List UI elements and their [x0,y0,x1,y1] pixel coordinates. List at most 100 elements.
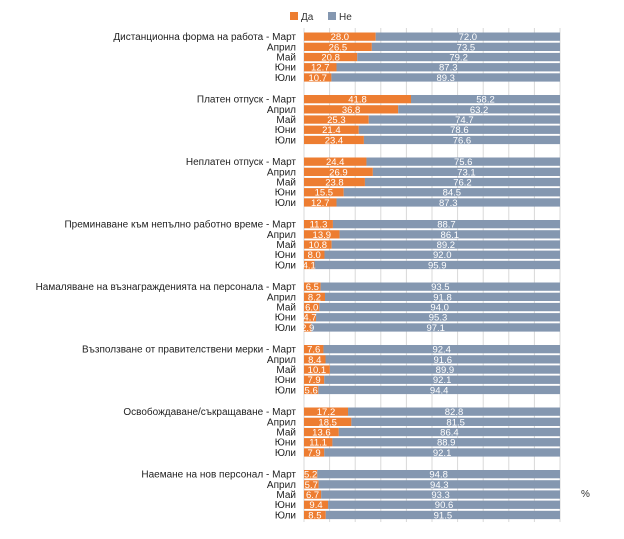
bar-segment-ne [343,188,560,197]
bar-segment-da [304,230,340,239]
data-label-da: 26.5 [329,42,348,53]
data-label-da: 28.0 [331,32,350,43]
data-label-da: 24.4 [326,157,345,168]
legend-swatch-ne [328,12,336,20]
bar-segment-ne [348,407,560,416]
bar-segment-ne [331,240,560,249]
data-label-ne: 79.2 [449,53,468,64]
data-label-da: 7.6 [307,345,320,356]
row-label: Преминаване към непълно работно време - … [64,219,296,231]
bar-segment-ne [329,365,560,374]
data-label-ne: 91.5 [434,510,453,521]
bar-segment-ne [411,95,560,104]
row-label: Април [267,480,296,491]
bar-segment-ne [324,448,560,457]
row-label: Май [276,490,296,501]
bar-segment-da [304,448,325,457]
row-label: Май [276,365,296,376]
legend-label-da: Да [301,12,314,23]
data-label-ne: 92.4 [432,345,451,356]
data-label-da: 20.8 [321,53,340,64]
row-label: Април [267,417,296,428]
bar-segment-ne [336,198,560,207]
row-label: Май [276,428,296,439]
bar-segment-da [304,220,333,229]
data-label-da: 9.4 [309,500,322,511]
bar-segment-ne [338,427,560,437]
data-label-da: 41.8 [348,95,367,106]
bar-segment-ne [332,220,560,229]
bar-segment-ne [375,32,560,41]
row-label: Юни [275,125,296,136]
data-label-ne: 76.6 [453,135,472,146]
data-label-ne: 89.3 [436,73,455,84]
bar-segment-da [304,292,325,301]
row-label: Юли [275,385,296,396]
bar-segment-da [304,510,326,520]
data-label-da: 26.9 [329,167,348,178]
bar-segment-da [304,417,352,426]
data-label-da: 11.3 [310,220,328,231]
data-label-da: 12.7 [311,63,330,74]
legend-swatch-da [290,12,298,20]
bar-segment-da [304,250,325,259]
row-label: Възползване от правителствени мерки - Ма… [82,345,296,356]
row-label: Юни [275,438,296,449]
bar-segment-ne [324,250,560,259]
data-label-ne: 76.2 [453,178,472,189]
data-label-da: 4.7 [303,313,316,324]
row-label: Май [276,303,296,314]
data-label-ne: 82.8 [445,407,464,418]
row-label: Наемане на нов персонал - Март [141,470,296,481]
data-label-da: 5.2 [304,470,317,481]
bar-segment-ne [364,177,560,187]
data-label-da: 17.2 [317,407,336,418]
row-label: Юли [275,323,296,334]
bar-segment-ne [368,115,560,124]
bar-segment-ne [324,375,560,384]
bar-segment-ne [314,260,560,270]
data-label-da: 6.5 [306,282,319,293]
bar-segment-ne [366,157,560,166]
bar-segment-ne [318,385,560,395]
data-label-da: 4.1 [303,260,316,271]
data-label-da: 8.5 [308,510,321,521]
bar-segment-da [304,125,359,134]
bar-segment-da [304,73,332,82]
row-label: Юни [275,250,296,261]
bar-segment-da [304,490,322,499]
data-label-da: 7.9 [308,448,321,459]
data-label-ne: 88.7 [437,220,456,231]
bar-segment-ne [323,345,560,354]
data-label-da: 21.4 [322,125,341,136]
bars [304,32,560,520]
data-label-ne: 81.5 [446,417,465,428]
bar-segment-ne [321,490,560,499]
data-label-da: 10.7 [308,73,327,84]
data-label-da: 5.7 [305,480,318,491]
unit-label: % [581,489,590,500]
value-labels: 28.0 72.0 26.5 73.5 20.8 79.2 12.7 87.3 10.7 89.3… [301,32,495,521]
bar-segment-ne [336,63,560,72]
data-label-da: 2.9 [301,323,314,334]
data-label-ne: 73.5 [457,42,476,53]
row-label: Юни [275,188,296,199]
data-label-da: 6.0 [305,303,318,314]
row-label: Април [267,355,296,366]
data-label-da: 13.9 [313,230,332,241]
bar-segment-ne [372,167,560,176]
data-label-da: 6.7 [306,490,319,501]
row-label: Юни [275,63,296,74]
data-label-ne: 97.1 [426,323,445,334]
data-label-ne: 95.3 [429,313,448,324]
bar-segment-da [304,313,317,322]
bar-segment-da [304,470,318,479]
bar-segment-da [304,427,339,437]
bar-segment-da [304,157,367,166]
data-label-da: 11.1 [309,438,327,449]
data-label-ne: 95.9 [428,260,447,271]
row-label: Платен отпуск - Март [197,95,297,106]
data-label-da: 25.3 [327,115,346,126]
bar-segment-da [304,135,364,145]
data-label-ne: 92.1 [433,375,452,386]
